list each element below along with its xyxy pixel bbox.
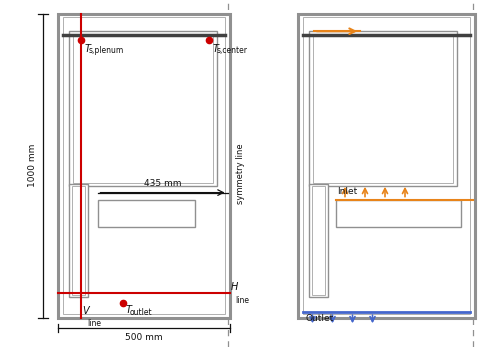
Bar [72,186,85,295]
Text: 435 mm: 435 mm [144,179,181,188]
Text: $T$: $T$ [212,42,220,54]
Text: s,center: s,center [216,46,248,55]
Text: Inlet: Inlet [338,187,358,196]
Bar [73,34,212,183]
Text: $H$: $H$ [230,280,239,292]
Bar [302,17,470,314]
Text: $T$: $T$ [125,303,134,315]
Bar [69,31,216,186]
Text: line: line [87,319,101,328]
Bar [62,17,225,314]
Bar [309,31,456,186]
Text: 500 mm: 500 mm [125,333,162,342]
Bar [309,184,328,297]
Bar [312,186,325,295]
Bar [98,200,195,227]
Text: line: line [235,296,249,305]
Text: 1000 mm: 1000 mm [28,144,37,187]
Text: symmetry line: symmetry line [236,143,244,204]
Text: outlet: outlet [130,308,152,317]
Text: $T$: $T$ [84,42,92,54]
Bar [58,14,230,318]
Text: s,plenum: s,plenum [88,46,124,55]
Bar [298,14,475,318]
Bar [313,34,452,183]
Bar [336,200,461,227]
Bar [69,184,88,297]
Text: $V$: $V$ [82,304,91,316]
Text: Outlet: Outlet [305,314,333,323]
